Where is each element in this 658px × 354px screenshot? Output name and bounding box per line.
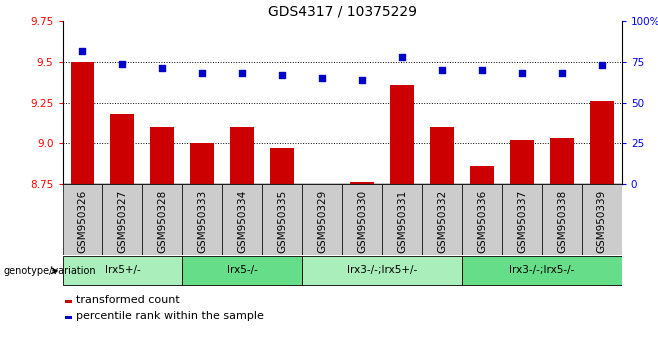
Bar xyxy=(462,184,502,255)
Bar xyxy=(542,184,582,255)
Point xyxy=(597,62,607,68)
Text: GSM950328: GSM950328 xyxy=(157,190,167,253)
Bar xyxy=(302,184,342,255)
Point xyxy=(117,61,128,67)
Point xyxy=(517,70,527,76)
Point xyxy=(197,70,207,76)
Point xyxy=(437,67,447,73)
Text: GSM950331: GSM950331 xyxy=(397,190,407,253)
Bar xyxy=(222,184,263,255)
Text: GSM950338: GSM950338 xyxy=(557,190,567,253)
Point xyxy=(357,77,367,83)
Bar xyxy=(63,184,103,255)
Text: genotype/variation: genotype/variation xyxy=(3,266,96,276)
Point xyxy=(77,48,88,53)
Text: lrx3-/-;lrx5-/-: lrx3-/-;lrx5-/- xyxy=(509,265,574,275)
Text: GSM950337: GSM950337 xyxy=(517,190,527,253)
Bar xyxy=(182,256,302,285)
Bar xyxy=(390,85,414,184)
Text: GSM950326: GSM950326 xyxy=(78,190,88,253)
Text: GSM950334: GSM950334 xyxy=(238,190,247,253)
Point xyxy=(317,75,328,81)
Text: lrx3-/-;lrx5+/-: lrx3-/-;lrx5+/- xyxy=(347,265,417,275)
Point xyxy=(397,54,407,60)
Bar xyxy=(582,184,622,255)
Point xyxy=(476,67,487,73)
Bar xyxy=(230,127,254,184)
Bar xyxy=(302,256,462,285)
Bar xyxy=(151,127,174,184)
Point xyxy=(557,70,567,76)
Text: GSM950332: GSM950332 xyxy=(437,190,447,253)
Text: percentile rank within the sample: percentile rank within the sample xyxy=(76,311,265,321)
Bar xyxy=(65,316,72,319)
Text: GSM950327: GSM950327 xyxy=(117,190,128,253)
Text: GSM950330: GSM950330 xyxy=(357,190,367,253)
Bar xyxy=(142,184,182,255)
Bar xyxy=(65,300,72,303)
Bar xyxy=(263,184,302,255)
Bar xyxy=(462,256,622,285)
Bar xyxy=(382,184,422,255)
Title: GDS4317 / 10375229: GDS4317 / 10375229 xyxy=(268,5,417,19)
Bar xyxy=(350,182,374,184)
Text: lrx5-/-: lrx5-/- xyxy=(227,265,258,275)
Bar xyxy=(111,114,134,184)
Bar xyxy=(510,140,534,184)
Text: GSM950336: GSM950336 xyxy=(477,190,487,253)
Bar xyxy=(590,101,614,184)
Bar xyxy=(270,148,294,184)
Bar xyxy=(470,166,494,184)
Text: GSM950333: GSM950333 xyxy=(197,190,207,253)
Text: GSM950335: GSM950335 xyxy=(277,190,288,253)
Point xyxy=(277,72,288,78)
Text: transformed count: transformed count xyxy=(76,295,180,305)
Bar xyxy=(342,184,382,255)
Text: GSM950329: GSM950329 xyxy=(317,190,327,253)
Point xyxy=(157,65,168,71)
Bar xyxy=(550,138,574,184)
Bar xyxy=(502,184,542,255)
Text: GSM950339: GSM950339 xyxy=(597,190,607,253)
Bar xyxy=(190,143,215,184)
Bar xyxy=(103,184,142,255)
Text: lrx5+/-: lrx5+/- xyxy=(105,265,140,275)
Bar xyxy=(70,62,95,184)
Bar xyxy=(430,127,454,184)
Bar xyxy=(182,184,222,255)
Point xyxy=(237,70,247,76)
Bar xyxy=(422,184,462,255)
Bar xyxy=(63,256,182,285)
